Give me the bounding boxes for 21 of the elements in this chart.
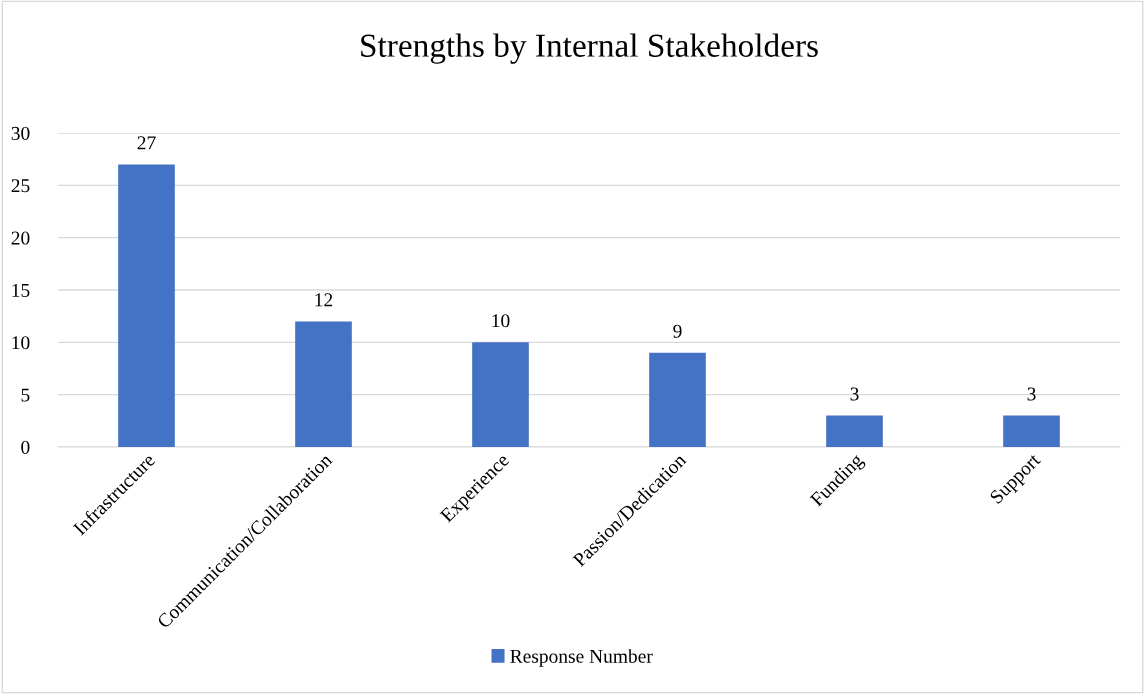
bar xyxy=(826,415,883,447)
bar xyxy=(649,352,706,447)
data-label: 3 xyxy=(850,387,859,401)
legend-label: Response Number xyxy=(510,649,653,667)
y-tick-label: 30 xyxy=(11,126,30,140)
y-tick-label: 5 xyxy=(21,388,30,402)
bar xyxy=(118,164,175,447)
y-tick-label: 15 xyxy=(12,283,30,297)
bar xyxy=(295,321,352,447)
data-label: 10 xyxy=(492,314,510,328)
y-tick-label: 25 xyxy=(11,179,30,193)
data-label: 12 xyxy=(315,293,333,307)
bar xyxy=(472,342,529,447)
data-label: 27 xyxy=(137,136,156,150)
data-label: 3 xyxy=(1027,387,1036,401)
y-tick-label: 0 xyxy=(21,440,30,454)
bar xyxy=(1003,415,1060,447)
data-label: 9 xyxy=(673,324,682,338)
chart-title: Strengths by Internal Stakeholders xyxy=(361,33,818,64)
y-tick-label: 10 xyxy=(12,336,30,350)
y-tick-label: 20 xyxy=(11,231,30,245)
